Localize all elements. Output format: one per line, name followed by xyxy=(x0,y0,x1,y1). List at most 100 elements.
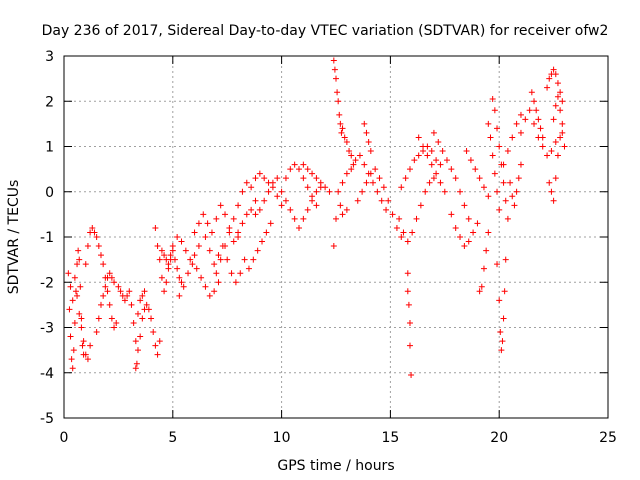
data-point xyxy=(304,184,311,191)
data-point xyxy=(361,161,368,168)
data-point xyxy=(404,238,411,245)
data-point xyxy=(494,261,501,268)
data-point xyxy=(241,256,248,263)
data-point xyxy=(406,166,413,173)
data-point xyxy=(330,243,337,250)
data-point xyxy=(502,256,509,263)
data-point xyxy=(176,292,183,299)
data-point xyxy=(211,261,218,268)
data-point xyxy=(261,175,268,182)
data-point xyxy=(465,238,472,245)
data-point xyxy=(137,297,144,304)
data-point xyxy=(71,274,78,281)
data-point xyxy=(309,170,316,177)
data-point xyxy=(148,315,155,322)
data-point xyxy=(158,274,165,281)
data-point xyxy=(124,292,131,299)
data-point xyxy=(95,315,102,322)
data-point xyxy=(348,152,355,159)
data-point xyxy=(182,247,189,254)
data-point xyxy=(195,220,202,227)
data-point xyxy=(337,202,344,209)
data-point xyxy=(256,206,263,213)
data-point xyxy=(354,197,361,204)
data-point xyxy=(300,175,307,182)
data-point xyxy=(457,188,464,195)
data-point xyxy=(204,220,211,227)
data-point xyxy=(474,220,481,227)
data-point xyxy=(343,138,350,145)
data-point xyxy=(356,152,363,159)
data-point xyxy=(331,66,338,73)
data-point xyxy=(200,211,207,218)
data-point xyxy=(343,170,350,177)
data-point xyxy=(463,148,470,155)
data-point xyxy=(433,157,440,164)
data-point xyxy=(509,193,516,200)
data-point xyxy=(156,338,163,345)
data-point xyxy=(215,252,222,259)
data-point xyxy=(559,98,566,105)
data-point xyxy=(217,256,224,263)
data-point xyxy=(537,125,544,132)
data-point xyxy=(313,175,320,182)
data-point xyxy=(363,129,370,136)
data-point xyxy=(402,175,409,182)
data-point xyxy=(470,229,477,236)
data-point xyxy=(500,315,507,322)
data-point xyxy=(461,243,468,250)
data-point xyxy=(526,107,533,114)
data-point xyxy=(497,329,504,336)
data-point xyxy=(154,243,161,250)
data-point xyxy=(485,120,492,127)
data-point xyxy=(339,125,346,132)
data-point xyxy=(195,243,202,250)
data-point xyxy=(336,111,343,118)
data-point xyxy=(500,179,507,186)
data-point xyxy=(141,288,148,295)
data-point xyxy=(334,89,341,96)
data-point xyxy=(376,175,383,182)
data-point xyxy=(126,288,133,295)
data-point xyxy=(496,297,503,304)
data-point xyxy=(457,234,464,240)
data-point xyxy=(337,120,344,127)
data-point xyxy=(406,342,413,349)
data-point xyxy=(132,338,139,345)
data-point xyxy=(176,274,183,281)
data-point xyxy=(145,306,152,313)
data-point xyxy=(494,188,501,195)
data-point xyxy=(163,279,170,286)
data-point xyxy=(217,202,224,209)
data-point xyxy=(79,342,86,349)
data-point xyxy=(76,256,83,263)
data-point xyxy=(552,138,559,145)
data-point xyxy=(533,107,540,114)
data-point xyxy=(93,234,100,240)
data-point xyxy=(77,283,84,290)
data-point xyxy=(235,234,242,240)
data-point xyxy=(269,184,276,191)
data-point xyxy=(535,116,542,123)
data-point xyxy=(559,120,566,127)
data-point xyxy=(496,206,503,213)
data-point xyxy=(198,274,205,281)
data-point xyxy=(396,215,403,222)
data-point xyxy=(557,134,564,141)
data-point xyxy=(95,243,102,250)
data-point xyxy=(544,152,551,159)
data-point xyxy=(472,166,479,173)
data-point xyxy=(380,184,387,191)
data-point xyxy=(174,265,181,272)
data-point xyxy=(554,80,561,87)
chart-title: Day 236 of 2017, Sidereal Day-to-day VTE… xyxy=(42,23,609,39)
data-point xyxy=(501,288,508,295)
data-point xyxy=(165,261,172,268)
data-point xyxy=(115,283,122,290)
data-point xyxy=(430,129,437,136)
data-point xyxy=(439,148,446,155)
data-point xyxy=(208,229,215,236)
data-point xyxy=(465,215,472,222)
data-point xyxy=(539,134,546,141)
